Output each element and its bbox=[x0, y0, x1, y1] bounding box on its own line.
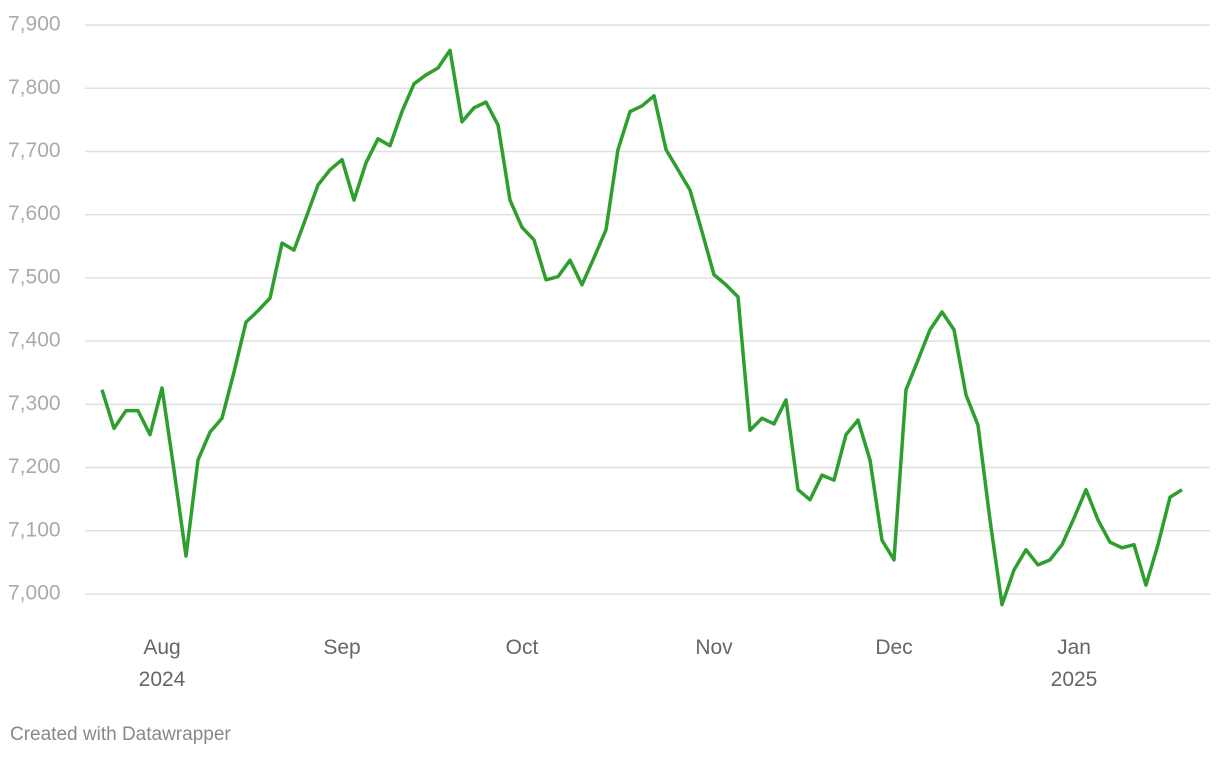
y-tick-label: 7,800 bbox=[8, 76, 61, 99]
y-tick-label: 7,300 bbox=[8, 392, 61, 415]
y-tick-label: 7,200 bbox=[8, 455, 61, 478]
x-tick-label: Aug 2024 bbox=[138, 636, 186, 691]
y-tick-label: 7,600 bbox=[8, 202, 61, 225]
y-tick-label: 7,400 bbox=[8, 329, 61, 352]
y-tick-label: 7,700 bbox=[8, 139, 61, 162]
footer: Created with Datawrapper bbox=[10, 724, 231, 745]
x-tick-label: Dec bbox=[875, 636, 913, 659]
y-tick-label: 7,900 bbox=[8, 13, 61, 36]
chart: 7,000 7,100 7,200 7,300 7,400 7,500 7,600 7,700… bbox=[8, 13, 1210, 607]
y-tick-label: 7,500 bbox=[8, 265, 61, 288]
x-tick-label: Sep bbox=[323, 636, 361, 659]
x-tick-label: Jan 2025 bbox=[1050, 636, 1098, 691]
y-tick-label: 7,000 bbox=[8, 582, 61, 605]
line bbox=[100, 48, 1183, 607]
x-tick-label: Oct bbox=[505, 636, 539, 659]
x-tick-label: Nov bbox=[695, 636, 733, 659]
y-tick-label: 7,100 bbox=[8, 518, 61, 541]
